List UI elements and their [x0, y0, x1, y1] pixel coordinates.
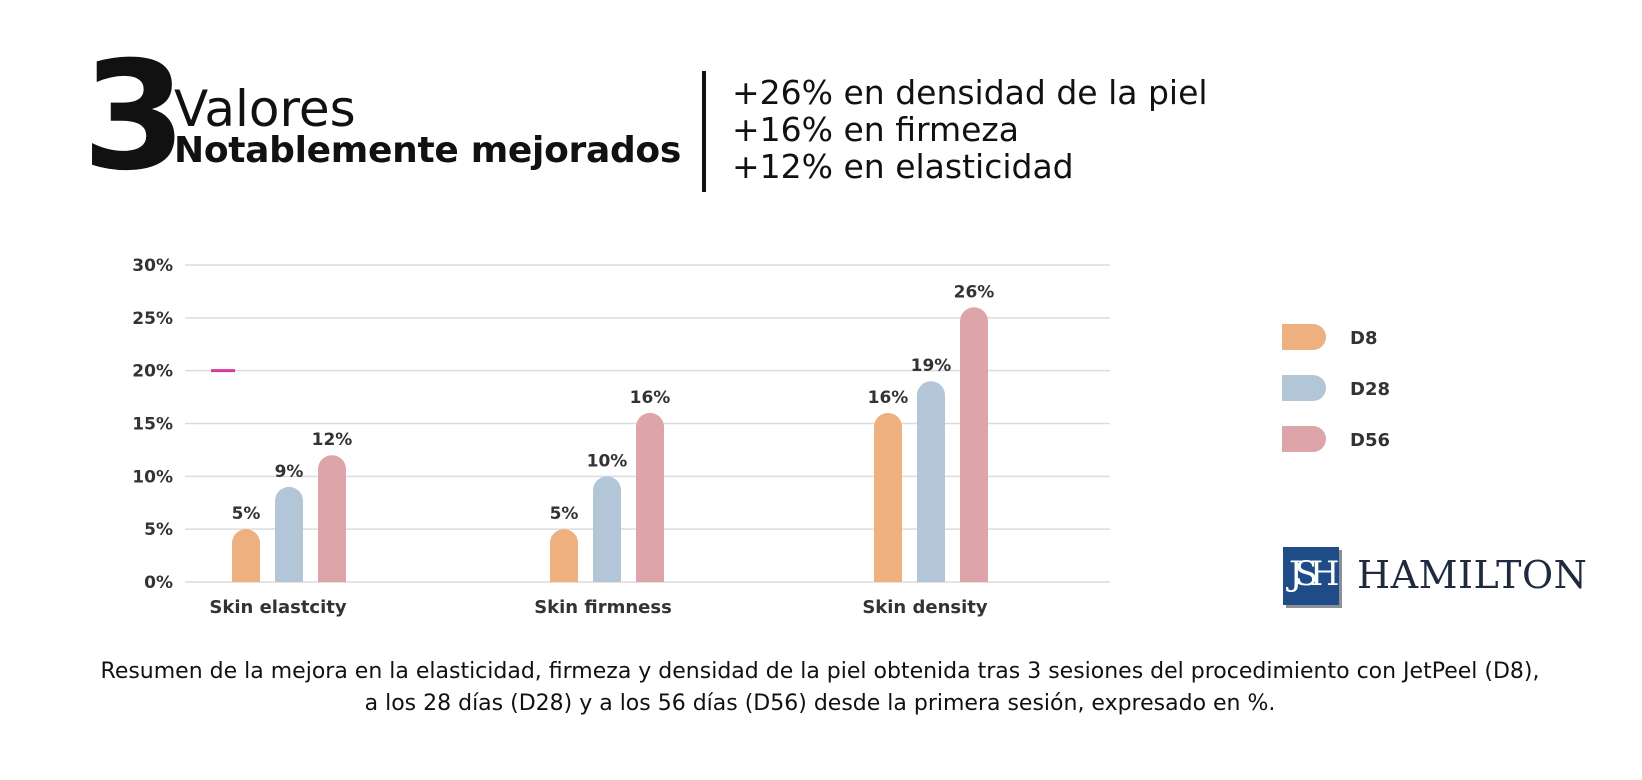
stat-firmness: +16% en firmeza — [732, 110, 1019, 149]
data-label: 16% — [630, 388, 671, 408]
legend-swatch-d28 — [1282, 375, 1326, 401]
stat-density: +26% en densidad de la piel — [732, 73, 1208, 112]
bar-d56 — [636, 412, 664, 582]
logo-wordmark: HAMILTON — [1357, 553, 1588, 597]
data-label: 5% — [550, 504, 579, 524]
legend-label-d56: D56 — [1350, 430, 1390, 451]
bar-chart: 0% 5% 10% 15% 20% 25% 30% 5% 9% 12% Skin elastcity… — [132, 256, 1390, 618]
data-label: 5% — [232, 504, 261, 524]
headline-number: 3 — [82, 30, 186, 204]
headline-title: Valores — [174, 80, 356, 138]
data-label: 10% — [587, 451, 628, 471]
y-tick-label: 20% — [132, 362, 173, 382]
bar-d56 — [318, 455, 346, 582]
data-label: 12% — [312, 430, 353, 450]
y-tick-label: 15% — [132, 415, 173, 435]
y-tick-label: 30% — [132, 256, 173, 276]
x-category-label: Skin firmness — [534, 597, 672, 618]
logo-monogram-box: JSH — [1283, 547, 1339, 605]
y-tick-label: 5% — [144, 520, 173, 540]
stats-list: +26% en densidad de la piel +16% en firm… — [732, 74, 1208, 185]
legend-label-d28: D28 — [1350, 379, 1390, 400]
data-label: 9% — [275, 462, 304, 482]
bar-d28 — [917, 381, 945, 582]
bar-d28 — [275, 486, 303, 582]
x-category-label: Skin elastcity — [209, 597, 346, 618]
y-tick-label: 0% — [144, 573, 173, 593]
headline-subtitle: Notablemente mejorados — [174, 130, 681, 171]
legend-swatch-d56 — [1282, 426, 1326, 452]
y-tick-label: 10% — [132, 467, 173, 487]
y-tick-label: 25% — [132, 309, 173, 329]
data-label: 26% — [954, 282, 995, 302]
header-divider — [702, 71, 706, 192]
logo-monogram: JSH — [1289, 554, 1339, 594]
legend-swatch-d8 — [1282, 324, 1326, 350]
data-label: 19% — [911, 356, 952, 376]
bar-d8 — [550, 529, 578, 582]
bar-d8 — [232, 529, 260, 582]
legend-label-d8: D8 — [1350, 328, 1377, 349]
data-label: 16% — [868, 388, 909, 408]
bar-d28 — [593, 476, 621, 582]
x-category-label: Skin density — [862, 597, 988, 618]
chart-caption: Resumen de la mejora en la elasticidad, … — [100, 659, 1540, 716]
bar-d56 — [960, 307, 988, 582]
bar-d8 — [874, 412, 902, 582]
stat-elasticity: +12% en elasticidad — [732, 147, 1074, 186]
